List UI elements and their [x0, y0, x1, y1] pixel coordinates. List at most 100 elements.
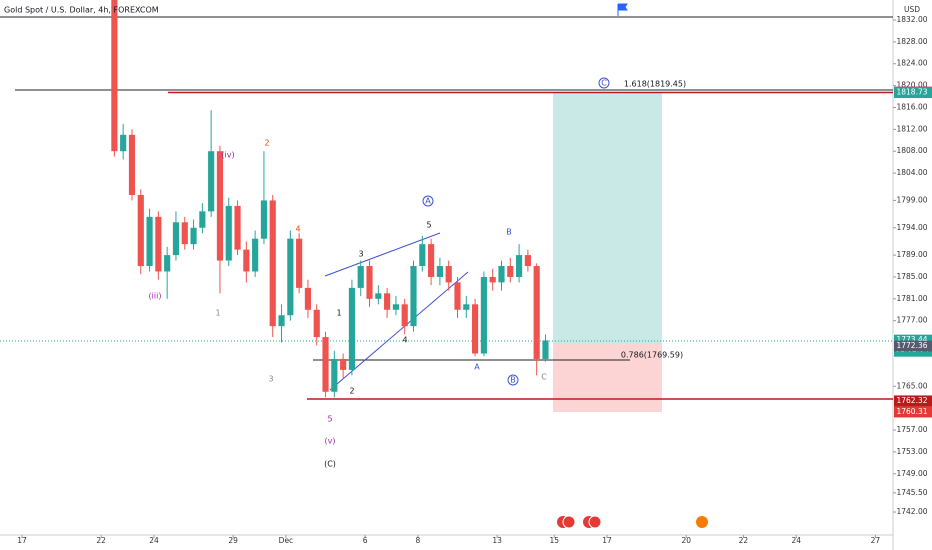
candle-body: [445, 266, 452, 283]
candle-body: [252, 238, 259, 272]
target-zone: [553, 92, 662, 344]
candle-body: [472, 304, 479, 354]
candle-body: [208, 151, 215, 212]
candle-body: [304, 287, 312, 310]
y-tick-label: 1765.00: [896, 381, 927, 390]
candle-body: [366, 266, 373, 299]
candle-body: [542, 340, 549, 359]
annotation: 1: [336, 309, 341, 318]
candle-body: [516, 255, 523, 277]
annotation: 1: [215, 309, 220, 318]
annotation: A: [425, 197, 431, 206]
candle-body: [172, 222, 180, 256]
y-tick-label: 1812.00: [896, 124, 927, 133]
candle-body: [190, 227, 197, 245]
fib-label: 1.618(1819.45): [624, 80, 686, 89]
candle-body: [357, 266, 364, 288]
x-tick-label: 8: [416, 536, 421, 545]
candle-body: [331, 358, 338, 392]
y-tick-label: 1828.00: [896, 37, 927, 46]
y-tick-label: 1820.00: [896, 81, 927, 90]
candle-body: [199, 211, 206, 228]
price-label-box: [894, 395, 932, 407]
y-tick-label: 1799.00: [896, 195, 927, 204]
y-tick-label: 1832.00: [896, 15, 927, 24]
annotation: (iv): [221, 151, 234, 160]
annotation: 5: [426, 221, 431, 230]
price-label: 1772.36: [896, 341, 927, 350]
event-icon[interactable]: [588, 515, 602, 529]
annotation: B: [506, 228, 512, 237]
candle-body: [234, 205, 241, 250]
annotation: C: [541, 373, 547, 382]
y-tick-label: 1824.00: [896, 59, 927, 68]
candle-body: [296, 238, 303, 288]
y-tick-label: 1777.00: [896, 316, 927, 325]
candle-body: [164, 255, 171, 272]
wedge-line: [324, 232, 441, 277]
x-tick-label: 15: [550, 536, 560, 545]
candle-body: [146, 216, 153, 267]
x-tick-label: Dec: [279, 536, 294, 545]
annotation: B: [510, 376, 516, 385]
candle-body: [384, 293, 391, 310]
fib-label: 0.786(1769.59): [621, 351, 683, 360]
annotation-circle: [422, 195, 434, 207]
flag-icon: [617, 3, 628, 16]
y-tick-label: 1745.50: [896, 488, 927, 497]
chart-title: Gold Spot / U.S. Dollar, 4h, FOREXCOM: [4, 6, 159, 15]
candle-body: [524, 255, 531, 267]
x-tick-label: 22: [739, 536, 749, 545]
annotation-circle: [598, 77, 610, 89]
x-tick-label: 29: [228, 536, 238, 545]
candle-body: [375, 293, 382, 299]
candle-body: [401, 304, 408, 327]
y-tick-label: 1794.00: [896, 223, 927, 232]
candle-body: [348, 287, 356, 370]
candle-body: [278, 315, 285, 327]
candle-body: [322, 337, 329, 392]
y-tick-label: 1757.00: [896, 425, 927, 434]
price-label: 1762.32: [896, 396, 927, 405]
y-tick-label: 1789.00: [896, 250, 927, 259]
candle-body: [489, 276, 496, 283]
annotation: 4: [402, 336, 407, 345]
candle-body: [392, 304, 399, 310]
x-tick-label: 20: [681, 536, 691, 545]
x-tick-label: 13: [492, 536, 502, 545]
candle-body: [436, 266, 443, 277]
price-label-box: [894, 340, 932, 352]
annotations: (iii) (iv) 1 2 3 4 5 (v) (C) 1 2 3 4 5 A…: [149, 77, 686, 469]
price-label-box: [894, 87, 932, 99]
candle-body: [287, 238, 294, 316]
event-icon[interactable]: [696, 516, 708, 528]
x-tick-label: 17: [17, 536, 27, 545]
x-tick-label: 24: [149, 536, 159, 545]
event-icon[interactable]: [562, 515, 576, 529]
candle-body: [480, 276, 487, 354]
candle-body: [181, 222, 188, 245]
candle-body: [120, 134, 127, 152]
annotation: (C): [324, 460, 336, 469]
annotation: 4: [295, 225, 300, 234]
price-label: 1760.31: [896, 407, 927, 416]
currency: USD: [904, 5, 920, 14]
candle-body: [216, 151, 224, 261]
stop-zone: [553, 344, 662, 412]
annotation: 3: [358, 250, 363, 259]
wedge-line: [329, 271, 469, 391]
candle-body: [313, 309, 320, 338]
candle-body: [243, 249, 250, 272]
price-label-box: [894, 406, 932, 418]
candle-body: [128, 134, 136, 195]
y-tick-label: 1781.00: [896, 294, 927, 303]
candle-body: [428, 244, 435, 277]
y-tick-label: 1808.00: [896, 146, 927, 155]
candles: [111, 0, 549, 398]
annotation: (v): [325, 437, 336, 446]
y-tick-label: 1753.00: [896, 447, 927, 456]
annotation: 3: [268, 375, 273, 384]
candle-body: [111, 0, 118, 152]
